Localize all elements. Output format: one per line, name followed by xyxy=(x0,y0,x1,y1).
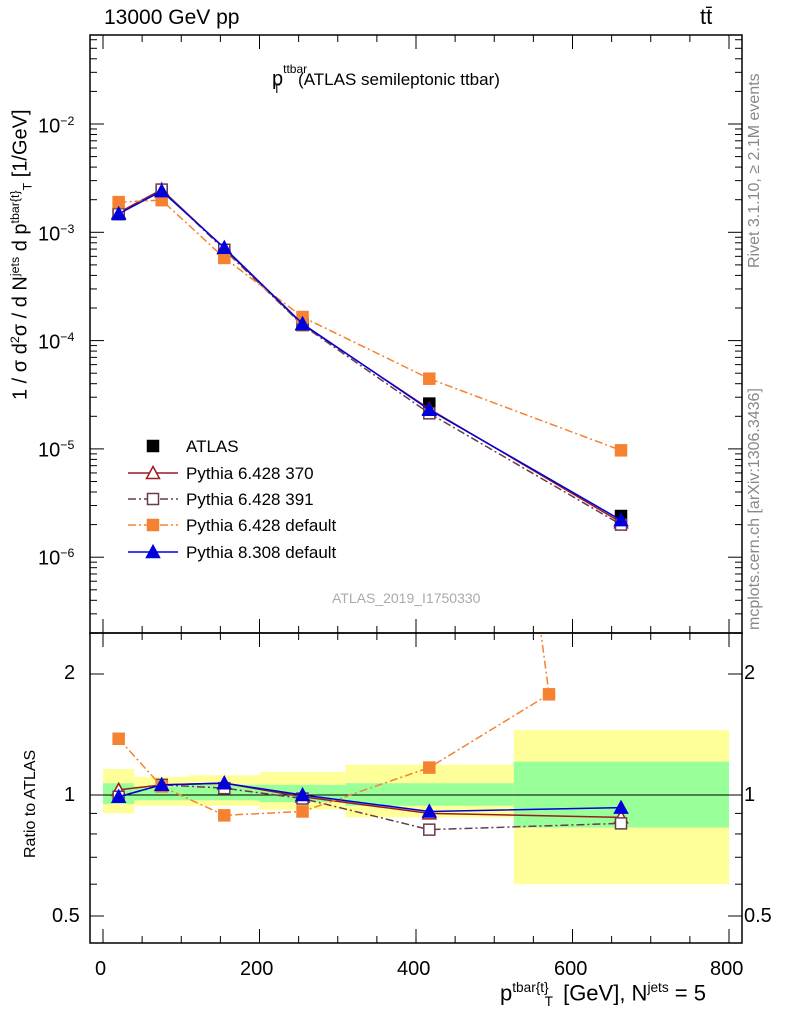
legend-label: ATLAS xyxy=(186,437,239,456)
data-point xyxy=(294,315,311,331)
ratio-point xyxy=(110,788,127,804)
ratio-point xyxy=(218,809,231,822)
data-point xyxy=(613,512,629,527)
ratio-point xyxy=(421,803,438,818)
data-point xyxy=(153,183,170,198)
ratio-point xyxy=(614,817,628,830)
x-tick-label: 0 xyxy=(95,958,107,980)
ratio-y-tick-label: 2 xyxy=(64,662,76,684)
mcplots-label: mcplots.cern.ch [arXiv:1306.3436] xyxy=(746,388,763,630)
plot-title: pttbarT (ATLAS semileptonic ttbar) xyxy=(272,62,500,96)
data-point xyxy=(218,251,231,265)
ratio-point xyxy=(112,732,125,746)
ratio-point xyxy=(423,823,436,836)
legend-label: Pythia 8.308 default xyxy=(186,543,337,562)
legend-marker xyxy=(146,439,160,453)
legend-marker xyxy=(145,464,161,480)
legend-marker xyxy=(146,492,160,506)
legend-marker xyxy=(146,518,160,532)
data-point xyxy=(421,401,438,416)
data-point xyxy=(110,205,127,221)
ratio-series-line xyxy=(118,782,622,819)
ratio-y-tick-label-right: 2 xyxy=(744,662,756,684)
rivet-label: Rivet 3.1.10, ≥ 2.1M events xyxy=(746,73,763,268)
ratio-series-group xyxy=(110,634,629,836)
y-tick-label: 10−6 xyxy=(38,546,75,570)
series-line xyxy=(118,199,622,452)
legend-label: Pythia 6.428 370 xyxy=(186,464,314,483)
series-line xyxy=(118,188,622,526)
ratio-point xyxy=(542,688,556,701)
main-series-group xyxy=(110,181,629,531)
y-tick-label: 10−4 xyxy=(38,330,75,354)
energy-label: 13000 GeV pp xyxy=(104,6,240,29)
x-axis-label: ptbar{t}T [GeV], Njets = 5 xyxy=(500,980,706,1009)
legend-label: Pythia 6.428 391 xyxy=(186,490,314,509)
ratio-y-tick-label: 0.5 xyxy=(52,905,80,927)
ratio-point xyxy=(153,776,170,792)
x-tick-label: 800 xyxy=(710,958,744,980)
ratio-y-tick-label-right: 0.5 xyxy=(744,905,772,927)
ratio-band-inner xyxy=(345,783,514,806)
ratio-y-tick-label-right: 1 xyxy=(744,784,756,806)
analysis-id: ATLAS_2019_I1750330 xyxy=(332,590,481,606)
ratio-band-inner xyxy=(134,786,190,801)
y-tick-label: 10−3 xyxy=(38,222,75,246)
ratio-point xyxy=(296,805,309,818)
ratio-point xyxy=(216,775,233,790)
x-tick-label: 200 xyxy=(240,958,274,980)
process-label: tt̄ xyxy=(700,4,713,29)
y-tick-label: 10−2 xyxy=(38,114,75,138)
ratio-y-axis-label: Ratio to ATLAS xyxy=(22,749,39,858)
ratio-y-tick-label: 1 xyxy=(64,784,76,806)
legend-marker xyxy=(145,543,161,559)
data-point xyxy=(423,372,436,385)
ratio-series-line xyxy=(118,782,622,813)
x-tick-label: 600 xyxy=(554,958,588,980)
data-point xyxy=(216,239,233,255)
data-point xyxy=(614,444,628,457)
legend-label: Pythia 6.428 default xyxy=(186,516,337,535)
y-axis-label: 1 / σ d2σ / d Njets d ptbar{t}T [1/GeV] xyxy=(8,109,35,400)
y-tick-label: 10−5 xyxy=(38,438,75,462)
ratio-point xyxy=(613,799,629,814)
ratio-point xyxy=(423,761,436,774)
ratio-point xyxy=(294,786,311,802)
series-line xyxy=(118,190,622,521)
x-tick-label: 400 xyxy=(397,958,431,980)
